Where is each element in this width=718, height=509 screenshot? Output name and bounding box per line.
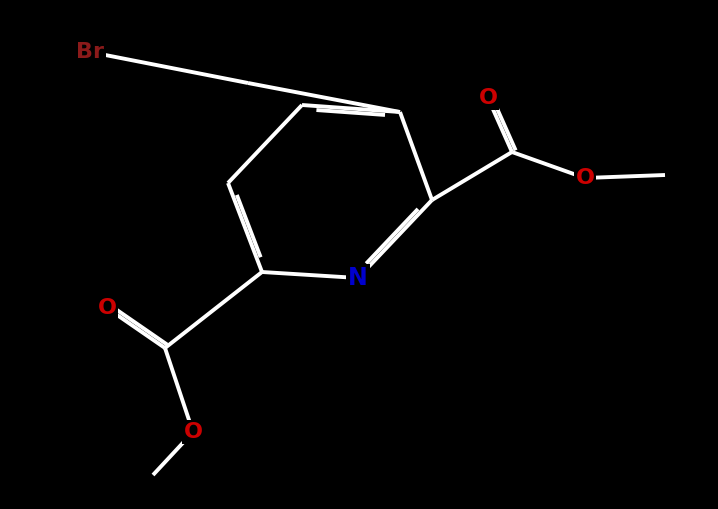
Text: O: O: [478, 88, 498, 108]
Text: O: O: [576, 168, 595, 188]
Text: N: N: [348, 266, 368, 290]
Text: Br: Br: [76, 42, 104, 62]
Text: O: O: [184, 422, 202, 442]
Text: O: O: [98, 298, 116, 318]
